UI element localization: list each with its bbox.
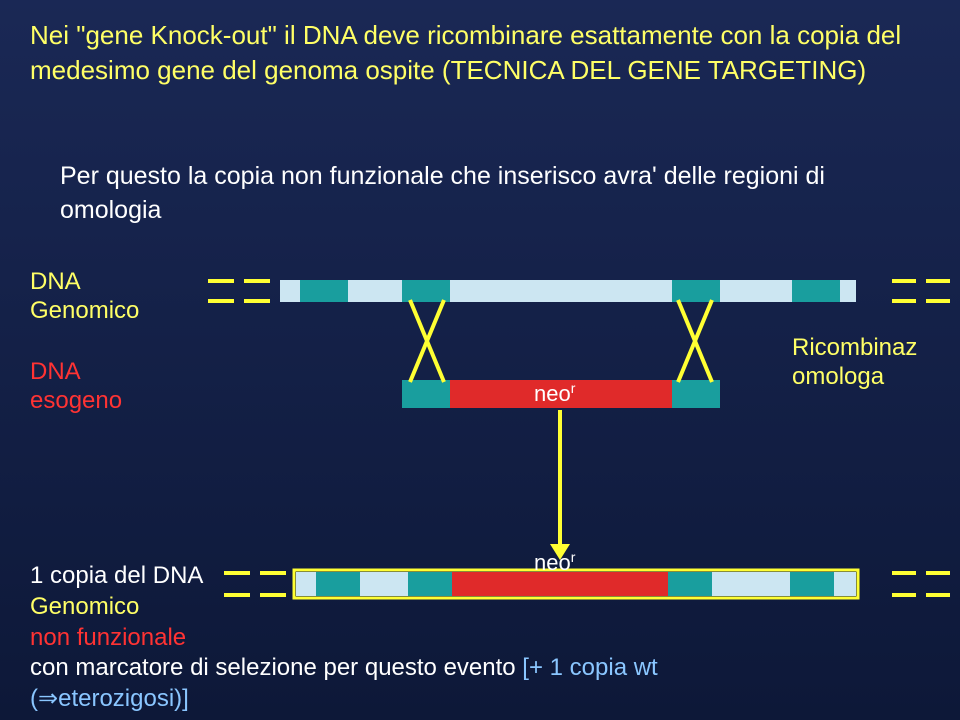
svg-text:neor: neor: [534, 549, 576, 575]
svg-text:neor: neor: [534, 380, 576, 406]
diagram-stage: neor neor: [0, 0, 960, 720]
